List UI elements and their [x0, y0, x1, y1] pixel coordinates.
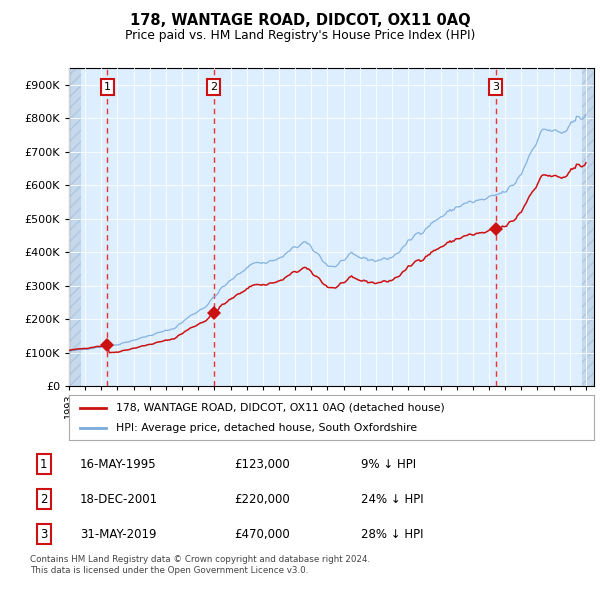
Text: 3: 3 [40, 527, 47, 541]
Text: 2: 2 [210, 82, 217, 92]
Text: £470,000: £470,000 [234, 527, 290, 541]
Text: 31-MAY-2019: 31-MAY-2019 [80, 527, 156, 541]
Text: Price paid vs. HM Land Registry's House Price Index (HPI): Price paid vs. HM Land Registry's House … [125, 30, 475, 42]
Text: This data is licensed under the Open Government Licence v3.0.: This data is licensed under the Open Gov… [30, 566, 308, 575]
Text: 178, WANTAGE ROAD, DIDCOT, OX11 0AQ: 178, WANTAGE ROAD, DIDCOT, OX11 0AQ [130, 14, 470, 28]
Text: £220,000: £220,000 [234, 493, 290, 506]
Text: 178, WANTAGE ROAD, DIDCOT, OX11 0AQ (detached house): 178, WANTAGE ROAD, DIDCOT, OX11 0AQ (det… [116, 403, 445, 412]
Text: £123,000: £123,000 [234, 457, 290, 471]
Text: 9% ↓ HPI: 9% ↓ HPI [361, 457, 416, 471]
Text: 18-DEC-2001: 18-DEC-2001 [80, 493, 158, 506]
Text: 16-MAY-1995: 16-MAY-1995 [80, 457, 157, 471]
Bar [582, 68, 594, 386]
Text: 24% ↓ HPI: 24% ↓ HPI [361, 493, 424, 506]
Text: 3: 3 [492, 82, 499, 92]
Text: 1: 1 [40, 457, 47, 471]
Text: Contains HM Land Registry data © Crown copyright and database right 2024.: Contains HM Land Registry data © Crown c… [30, 555, 370, 563]
Bar [69, 68, 81, 386]
Text: 2: 2 [40, 493, 47, 506]
Text: 1: 1 [104, 82, 111, 92]
Text: 28% ↓ HPI: 28% ↓ HPI [361, 527, 424, 541]
Text: HPI: Average price, detached house, South Oxfordshire: HPI: Average price, detached house, Sout… [116, 424, 418, 434]
